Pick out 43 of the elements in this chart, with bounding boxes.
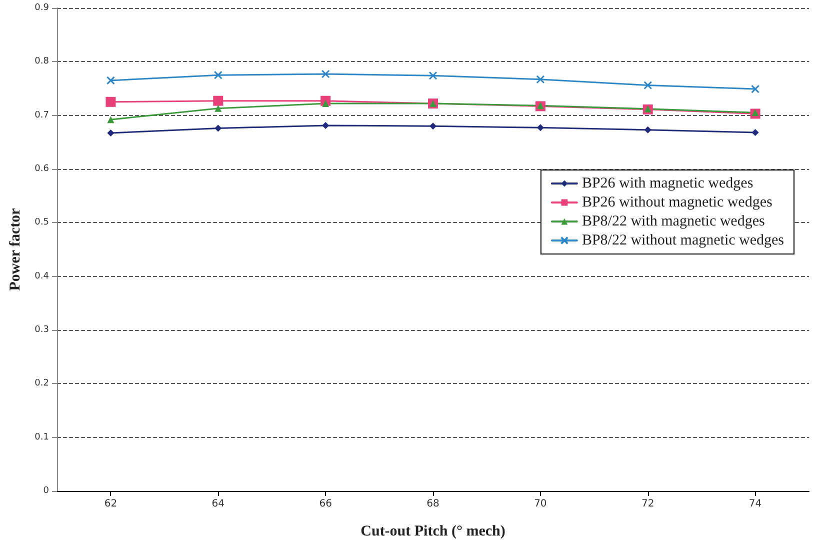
point bbox=[106, 96, 116, 107]
legend-label: BP26 with magnetic wedges bbox=[582, 176, 754, 192]
legend-label: BP8/22 with magnetic wedges bbox=[582, 214, 765, 230]
x-tick-label: 62 bbox=[104, 498, 118, 510]
y-tick-label: 0.6 bbox=[34, 164, 50, 174]
y-tick-label: 0.7 bbox=[34, 110, 49, 120]
x-tick-label: 68 bbox=[426, 498, 440, 510]
point bbox=[536, 75, 545, 84]
point bbox=[213, 96, 224, 106]
y-tick-label: 0.3 bbox=[34, 325, 49, 335]
point bbox=[107, 130, 114, 137]
x-axis-title: Cut-out Pitch (° mech) bbox=[360, 524, 506, 540]
x-tick-label: 64 bbox=[212, 498, 225, 510]
point bbox=[428, 71, 438, 80]
point bbox=[106, 76, 115, 85]
point bbox=[644, 126, 652, 134]
x-tick-label: 66 bbox=[319, 498, 332, 510]
point bbox=[214, 70, 222, 80]
y-tick-label: 0.2 bbox=[34, 378, 49, 389]
y-axis-title: Power factor bbox=[8, 208, 24, 291]
y-tick-label: 0 bbox=[43, 486, 50, 496]
y-tick-label: 0.8 bbox=[34, 56, 50, 67]
x-tick-label: 74 bbox=[748, 498, 762, 510]
point bbox=[322, 122, 330, 130]
x-tick-label: 70 bbox=[534, 498, 547, 510]
point bbox=[751, 84, 760, 94]
point bbox=[752, 129, 759, 136]
point bbox=[214, 104, 222, 112]
point bbox=[644, 81, 652, 90]
point bbox=[536, 124, 544, 132]
point bbox=[321, 70, 330, 78]
y-tick-label: 0.5 bbox=[34, 218, 49, 228]
y-tick-label: 0.1 bbox=[34, 432, 49, 442]
point bbox=[752, 109, 759, 116]
point bbox=[322, 100, 330, 108]
point bbox=[214, 124, 222, 132]
point bbox=[107, 116, 114, 124]
point bbox=[430, 122, 436, 130]
legend-label: BP26 without magnetic wedges bbox=[582, 194, 772, 210]
y-tick-label: 0.9 bbox=[34, 3, 50, 13]
y-tick-label: 0.4 bbox=[34, 271, 50, 282]
legend-label: BP8/22 without magnetic wedges bbox=[582, 232, 784, 248]
x-tick-label: 72 bbox=[641, 498, 654, 510]
